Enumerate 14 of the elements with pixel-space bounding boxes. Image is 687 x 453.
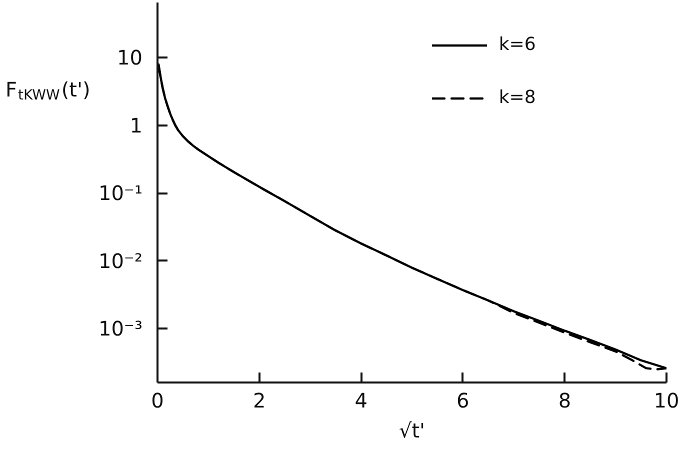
x-tick-label: 2 bbox=[252, 388, 266, 412]
legend-label: k=8 bbox=[498, 87, 536, 108]
x-tick-label: 4 bbox=[354, 388, 368, 412]
y-tick-label: 10⁻² bbox=[98, 248, 143, 273]
legend-label: k=6 bbox=[498, 34, 536, 56]
y-tick-label: 1 bbox=[130, 113, 143, 138]
x-tick-label: 10 bbox=[654, 388, 680, 412]
y-tick-label: 10⁻³ bbox=[98, 316, 143, 341]
y-tick-label: 10⁻¹ bbox=[98, 181, 143, 206]
x-axis-title: √t' bbox=[398, 418, 426, 442]
x-tick-label: 8 bbox=[558, 388, 572, 412]
x-tick-label: 6 bbox=[456, 388, 470, 412]
x-tick-label: 0 bbox=[151, 388, 164, 412]
y-tick-label: 10 bbox=[117, 46, 143, 70]
